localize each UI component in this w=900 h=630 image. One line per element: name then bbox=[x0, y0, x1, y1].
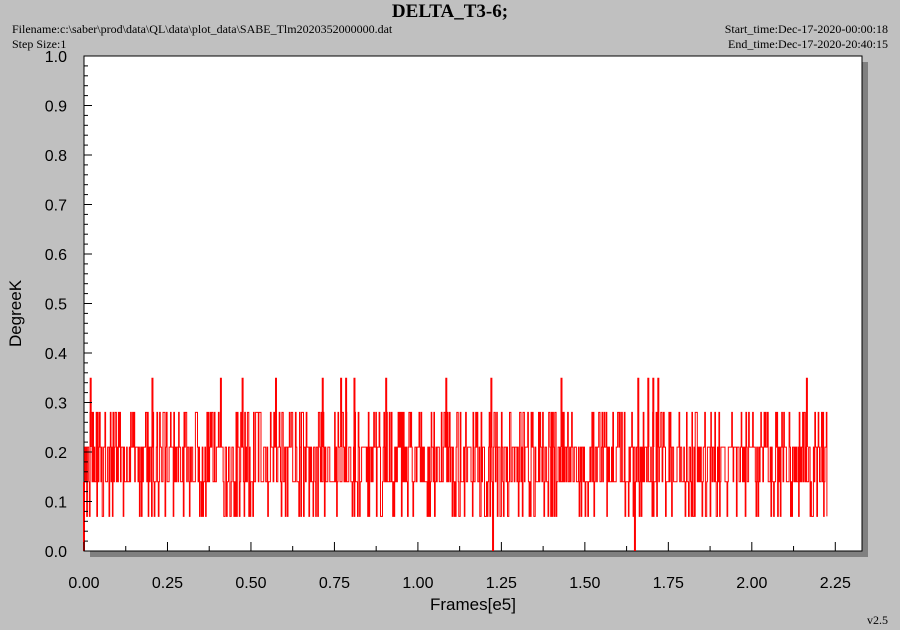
end-time-label: End_time:Dec-17-2020-20:40:15 bbox=[728, 37, 888, 51]
x-tick-label: 1.25 bbox=[486, 575, 517, 592]
series-group bbox=[83, 377, 828, 551]
x-tick-label: 1.50 bbox=[569, 575, 600, 592]
chart-title: DELTA_T3-6; bbox=[391, 1, 509, 22]
y-axis-label: DegreeK bbox=[6, 279, 25, 347]
y-tick-label: 0.1 bbox=[45, 495, 67, 512]
y-tick-label: 0.0 bbox=[45, 544, 67, 561]
x-tick-label: 0.00 bbox=[68, 575, 99, 592]
x-tick-label: 0.25 bbox=[152, 575, 183, 592]
y-tick-label: 0.2 bbox=[45, 445, 67, 462]
x-tick-label: 0.75 bbox=[319, 575, 350, 592]
x-tick-label: 2.00 bbox=[736, 575, 767, 592]
filename-label: Filename:c:\saber\prod\data\QL\data\plot… bbox=[12, 22, 393, 36]
start-time-label: Start_time:Dec-17-2020-00:00:18 bbox=[724, 22, 888, 36]
y-axis: 0.0 0.1 0.2 0.3 0.4 0.5 0.6 0.7 0.8 0.9 1.0 bbox=[45, 49, 92, 561]
y-tick-label: 0.6 bbox=[45, 247, 67, 264]
series-line bbox=[84, 411, 828, 517]
y-tick-label: 0.7 bbox=[45, 198, 67, 215]
version-label: v2.5 bbox=[867, 613, 888, 627]
x-tick-label: 0.50 bbox=[235, 575, 266, 592]
x-tick-label: 1.00 bbox=[402, 575, 433, 592]
x-tick-label: 2.25 bbox=[820, 575, 851, 592]
step-size-label: Step Size:1 bbox=[12, 37, 67, 51]
y-tick-label: 0.8 bbox=[45, 148, 67, 165]
x-axis-label: Frames[e5] bbox=[430, 595, 516, 614]
y-tick-label: 0.5 bbox=[45, 297, 67, 314]
x-tick-label: 1.75 bbox=[653, 575, 684, 592]
y-tick-label: 0.3 bbox=[45, 396, 67, 413]
x-axis: 0.00 0.25 0.50 0.75 1.00 1.25 1.50 1.75 2.00 2.25 bbox=[68, 542, 851, 592]
y-tick-label: 1.0 bbox=[45, 49, 67, 66]
y-tick-label: 0.4 bbox=[45, 346, 67, 363]
y-tick-label: 0.9 bbox=[45, 99, 67, 116]
